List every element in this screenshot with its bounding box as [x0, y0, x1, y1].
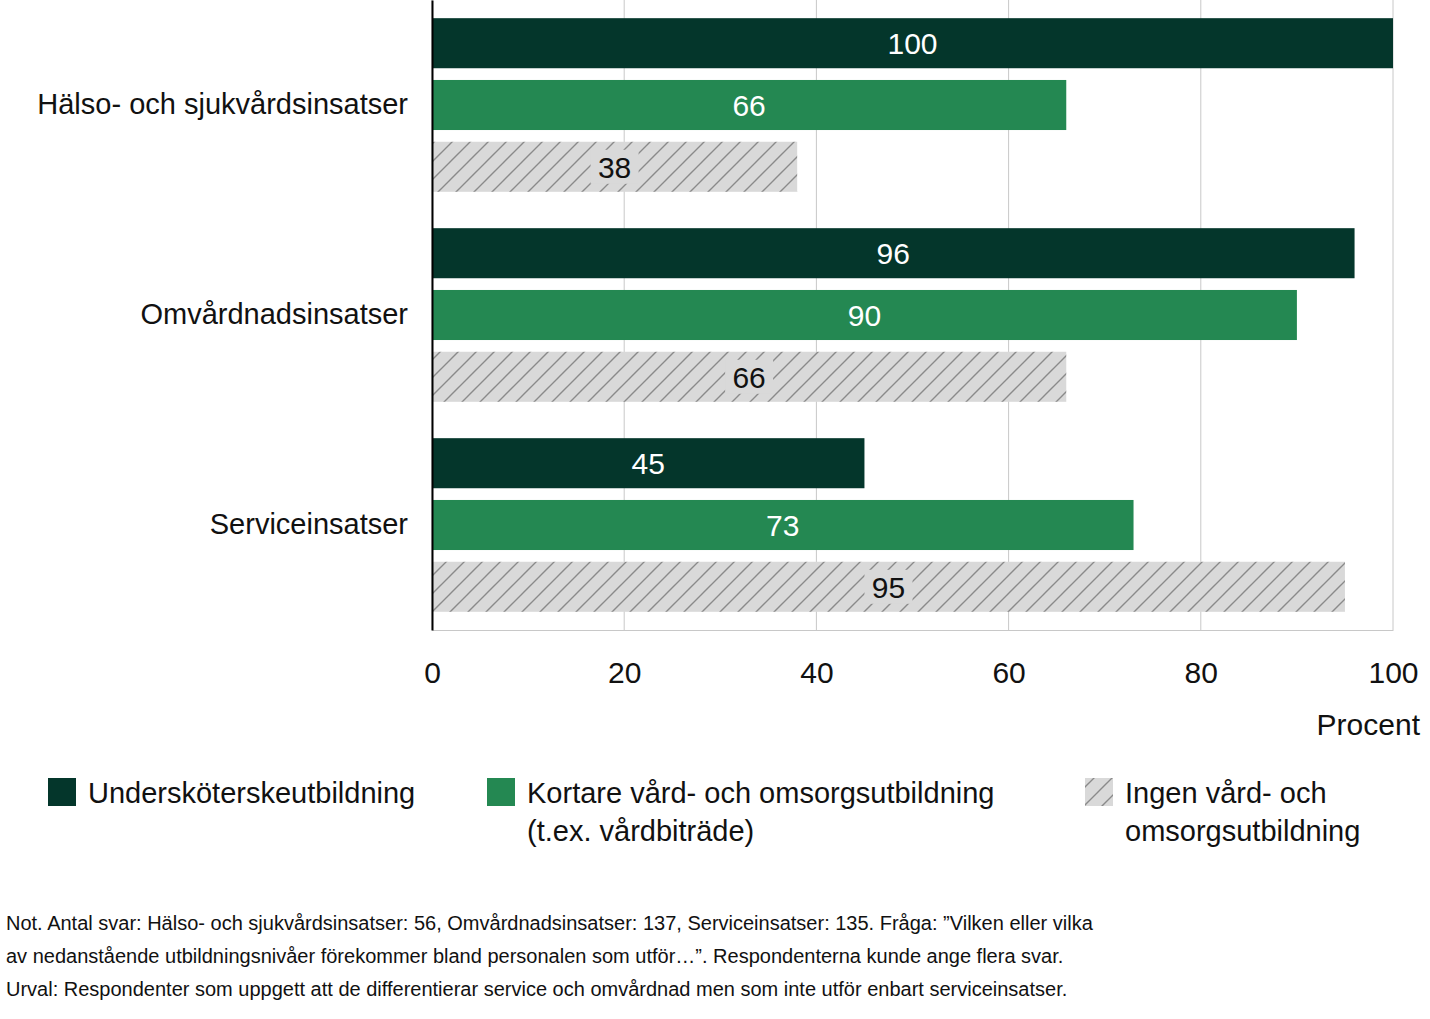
data-label: 95 [872, 571, 905, 604]
label-background [725, 360, 773, 394]
bar [432, 142, 797, 192]
y-axis: Hälso- och sjukvårdsinsatser Omvårdnadsin… [37, 1, 432, 631]
x-tick: 20 [608, 630, 641, 689]
category-label: Omvårdnadsinsatser [140, 298, 408, 330]
x-tick-label: 100 [1368, 656, 1418, 689]
bar [432, 80, 1066, 130]
bar [432, 290, 1297, 340]
x-axis-line [433, 630, 1394, 631]
x-tick-label: 80 [1185, 656, 1218, 689]
chart: 0 20 40 60 80 100 Procent 100 96 45 66 90 73 38 66 95 Hä… [0, 0, 1430, 1019]
y-tick: Hälso- och sjukvårdsinsatser [37, 88, 432, 120]
legend-swatch [487, 778, 515, 806]
y-tick: Serviceinsatser [210, 508, 432, 540]
data-label: 45 [632, 447, 665, 480]
grid-line [1393, 0, 1394, 630]
data-label: 38 [598, 151, 631, 184]
bar [432, 438, 864, 488]
x-tick: 100 [1368, 630, 1418, 689]
x-tick-label: 60 [992, 656, 1025, 689]
label-background [591, 150, 639, 184]
data-label: 66 [732, 361, 765, 394]
grid-line [432, 0, 433, 630]
x-tick: 0 [424, 630, 441, 689]
bars [432, 18, 1393, 612]
x-axis: 0 20 40 60 80 100 [424, 630, 1418, 689]
data-label: 96 [877, 237, 910, 270]
x-tick: 40 [800, 630, 833, 689]
data-label: 90 [848, 299, 881, 332]
note-line: av nedanstående utbildningsnivåer föreko… [6, 945, 1063, 967]
x-tick-label: 0 [424, 656, 441, 689]
x-tick-label: 20 [608, 656, 641, 689]
y-tick: Omvårdnadsinsatser [140, 298, 432, 330]
legend-swatch [1085, 778, 1113, 806]
bar [432, 562, 1345, 612]
x-tick: 80 [1185, 630, 1218, 689]
legend-label: Undersköterskeutbildning [88, 777, 415, 809]
bar [432, 352, 1066, 402]
data-label: 100 [887, 27, 937, 60]
label-background [864, 570, 912, 604]
note-line: Not. Antal svar: Hälso- och sjukvårdsins… [6, 912, 1094, 934]
legend-label: Ingen vård- ochomsorgsutbildning [1125, 777, 1360, 847]
category-label: Serviceinsatser [210, 508, 409, 540]
data-labels: 100 96 45 66 90 73 38 66 95 [591, 27, 938, 604]
data-label: 66 [732, 89, 765, 122]
note-line: Urval: Respondenter som uppgett att de d… [6, 978, 1067, 1000]
x-tick: 60 [992, 630, 1025, 689]
bar [432, 228, 1355, 278]
x-axis-title: Procent [1317, 708, 1421, 741]
x-tick-label: 40 [800, 656, 833, 689]
note: Not. Antal svar: Hälso- och sjukvårdsins… [6, 912, 1094, 1000]
grid [432, 0, 1393, 630]
plot: 0 20 40 60 80 100 Procent 100 96 45 66 90 73 38 66 95 Hä… [37, 0, 1420, 741]
y-axis-line [432, 1, 434, 631]
legend: Undersköterskeutbildning Kortare vård- oc… [48, 777, 1360, 847]
bar [432, 18, 1393, 68]
legend-label: Kortare vård- och omsorgsutbildning(t.ex… [527, 777, 994, 847]
bar [432, 500, 1134, 550]
data-label: 73 [766, 509, 799, 542]
legend-swatch [48, 778, 76, 806]
category-label: Hälso- och sjukvårdsinsatser [37, 88, 408, 120]
